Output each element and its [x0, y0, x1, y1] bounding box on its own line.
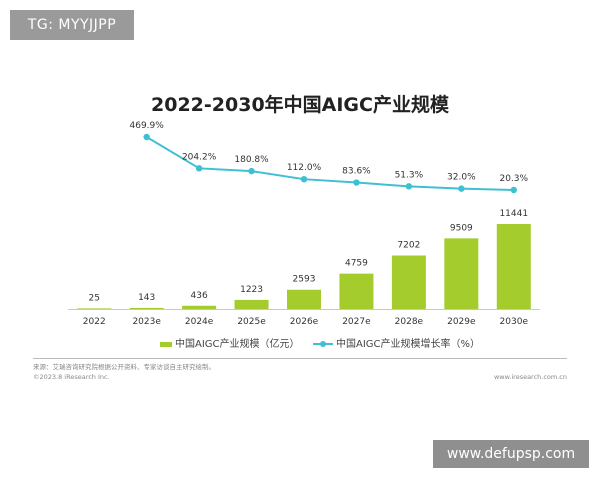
bar-value-label: 2593 — [293, 275, 316, 285]
bar-value-label: 4759 — [345, 259, 368, 269]
bar-2026e — [287, 289, 321, 309]
legend-line-swatch — [313, 341, 333, 347]
legend-line-label: 中国AIGC产业规模增长率（%） — [336, 339, 481, 350]
growth-rate-point — [458, 185, 465, 192]
growth-rate-label: 20.3% — [499, 174, 528, 184]
x-tick-label: 2027e — [342, 317, 371, 327]
x-tick-label: 2026e — [290, 317, 319, 327]
legend-item-bar: 中国AIGC产业规模（亿元） — [160, 337, 300, 353]
bar-value-label: 7202 — [397, 240, 420, 250]
bar-2023e — [129, 307, 164, 309]
x-tick-label: 2030e — [500, 317, 529, 327]
growth-rate-point — [143, 133, 150, 141]
copyright-note: ©2023.8 iResearch Inc. — [33, 373, 110, 381]
growth-rate-label: 469.9% — [130, 121, 165, 131]
watermark-bottom: www.defupsp.com — [433, 440, 589, 468]
watermark-top: TG: MYYJJPP — [10, 10, 134, 40]
growth-rate-label: 204.2% — [182, 152, 217, 162]
growth-rate-point — [405, 183, 413, 190]
legend-bar-label: 中国AIGC产业规模（亿元） — [175, 339, 300, 350]
bar-2024e — [182, 305, 217, 309]
bar-value-label: 9509 — [450, 223, 473, 233]
legend: 中国AIGC产业规模（亿元） 中国AIGC产业规模增长率（%） — [0, 337, 600, 353]
bar-2022 — [77, 308, 112, 309]
growth-rate-point — [300, 175, 308, 183]
x-tick-label: 2028e — [395, 317, 424, 327]
x-tick-label: 2022 — [83, 317, 106, 327]
source-note: 来源：艾瑞咨询研究院根据公开资料、专家访谈自主研究绘制。 — [33, 363, 215, 371]
growth-rate-point — [510, 186, 517, 194]
legend-item-line: 中国AIGC产业规模增长率（%） — [313, 337, 480, 353]
bar-value-label: 436 — [191, 291, 208, 301]
bar-2025e — [234, 299, 269, 309]
growth-rate-label: 51.3% — [395, 170, 424, 180]
bar-value-label: 143 — [138, 293, 155, 303]
line-layer: 469.9% 204.2% 180.8% 112.0% 83.6% 51.3% 32.0% 2… — [130, 121, 529, 194]
growth-rate-point — [353, 179, 360, 186]
bar-value-label: 1223 — [240, 285, 263, 295]
growth-rate-label: 32.0% — [447, 173, 476, 183]
bar-value-label: 11441 — [499, 209, 528, 219]
bar-2027e — [339, 273, 374, 309]
growth-rate-line — [146, 136, 514, 191]
bar-2028e — [391, 255, 426, 309]
legend-bar-swatch — [160, 341, 172, 347]
x-tick-label: 2025e — [237, 317, 266, 327]
growth-rate-label: 83.6% — [342, 167, 371, 177]
bar-2030e — [496, 224, 531, 309]
growth-rate-label: 112.0% — [287, 163, 322, 173]
x-tick-label: 2029e — [447, 317, 476, 327]
bar-2029e — [444, 238, 479, 309]
x-tick-label: 2024e — [185, 317, 214, 327]
chart-title: 2022-2030年中国AIGC产业规模 — [151, 94, 449, 116]
growth-rate-label: 180.8% — [234, 155, 269, 165]
labels-layer: 25 143 436 1223 2593 4759 7202 9509 11441 — [88, 209, 528, 303]
growth-rate-point — [195, 165, 203, 172]
site-url: www.iresearch.com.cn — [493, 373, 567, 381]
footer-divider — [33, 358, 567, 359]
growth-rate-point — [248, 167, 255, 175]
x-tick-labels: 2022 2023e 2024e 2025e 2026e 2027e 2028e 2029e 2… — [83, 317, 529, 327]
bar-value-label: 25 — [88, 293, 99, 303]
bars-layer — [77, 224, 531, 309]
x-tick-label: 2023e — [132, 317, 161, 327]
